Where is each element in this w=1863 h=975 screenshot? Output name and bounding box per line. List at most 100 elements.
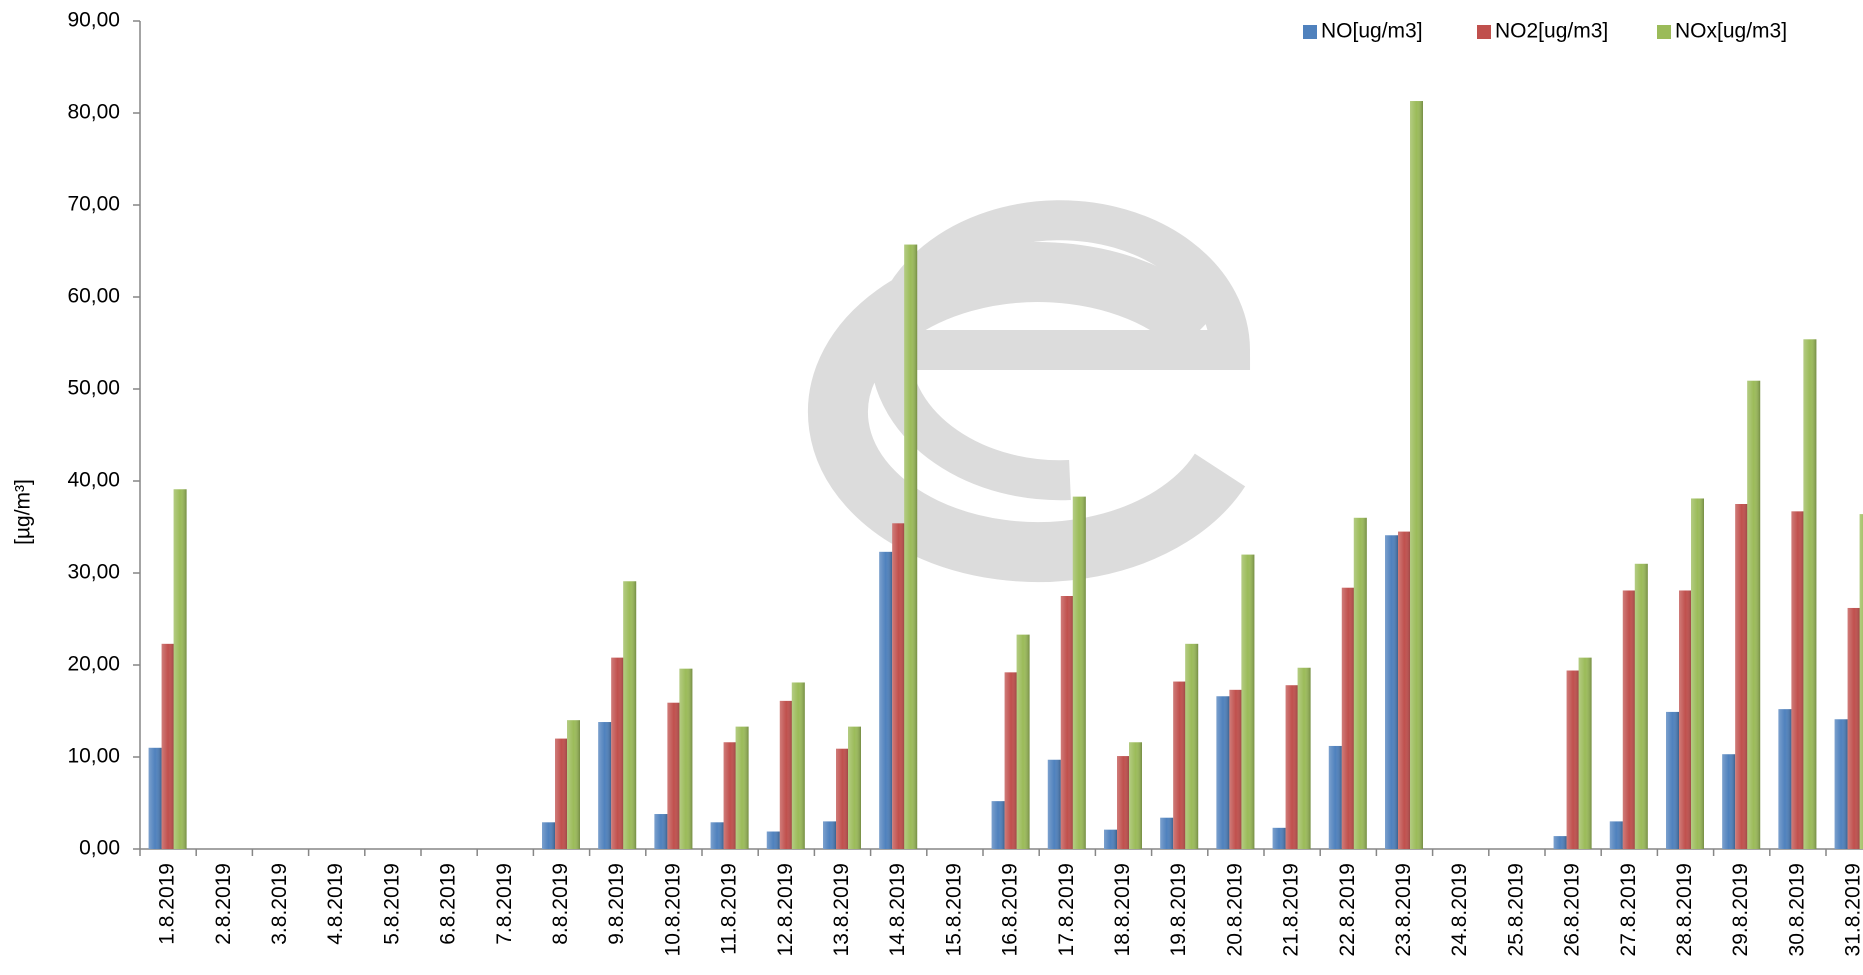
bar-group: [161, 643, 175, 849]
x-tick-label: 24.8.2019: [1448, 863, 1471, 956]
bar-group: [654, 814, 668, 849]
bar-group: [991, 801, 1005, 849]
bar-group: [1297, 667, 1311, 849]
bar-group: [667, 702, 681, 849]
bar-group: [1803, 339, 1817, 849]
bar-shade: [679, 668, 693, 849]
y-tick-label: 20,00: [67, 653, 120, 676]
legend-swatch: [1303, 25, 1317, 39]
bar-group: [1691, 498, 1704, 849]
x-tick-label: 5.8.2019: [380, 863, 403, 945]
x-tick-label: 20.8.2019: [1223, 863, 1246, 956]
bar-group: [1117, 756, 1130, 849]
bar-group: [148, 747, 162, 849]
x-tick-label: 23.8.2019: [1392, 863, 1415, 956]
legend-swatch: [1657, 25, 1671, 39]
bar-shade: [879, 551, 893, 849]
bar-shade: [1272, 827, 1286, 849]
x-tick-label: 25.8.2019: [1504, 863, 1527, 956]
x-tick-label: 3.8.2019: [268, 863, 291, 945]
x-tick-label: 12.8.2019: [774, 863, 797, 956]
bar-shade: [1622, 590, 1636, 849]
x-tick-label: 30.8.2019: [1785, 863, 1808, 956]
bar-shade: [1722, 754, 1736, 849]
bar-shade: [1691, 498, 1704, 849]
bar-shade: [1173, 681, 1187, 849]
bar-group: [1834, 719, 1848, 849]
x-tick-label: 21.8.2019: [1280, 863, 1303, 956]
bar-group: [1272, 827, 1286, 849]
x-tick-label: 18.8.2019: [1111, 863, 1134, 956]
bar-group: [1735, 504, 1749, 849]
bar-group: [1634, 563, 1648, 849]
bar-shade: [654, 814, 668, 849]
bar-group: [1847, 607, 1861, 849]
bar-shade: [1185, 643, 1199, 849]
bar-group: [766, 831, 780, 849]
legend-label: NOx[ug/m3]: [1675, 20, 1787, 43]
bar-group: [611, 657, 625, 849]
x-tick-label: 29.8.2019: [1729, 863, 1752, 956]
bar-shade: [1398, 531, 1411, 849]
bar-group: [1229, 689, 1243, 849]
bar-shade: [1072, 496, 1086, 849]
bar-shade: [1328, 745, 1342, 849]
y-tick-label: 70,00: [67, 193, 120, 216]
bar-group: [1566, 670, 1580, 849]
legend-swatch: [1477, 25, 1491, 39]
bar-shade: [567, 720, 580, 849]
x-tick-label: 6.8.2019: [437, 863, 460, 945]
bar-group: [1216, 696, 1230, 849]
bar-group: [598, 722, 612, 849]
bar-group: [623, 581, 637, 849]
bar-shade: [1297, 667, 1311, 849]
bar-shade: [823, 821, 836, 849]
bar-group: [1385, 535, 1398, 849]
y-tick-label: 80,00: [67, 101, 120, 124]
bar-group: [1104, 829, 1117, 849]
bar-group: [542, 822, 555, 849]
x-tick-label: 31.8.2019: [1842, 863, 1863, 956]
bar-shade: [1847, 607, 1861, 849]
bar-shade: [848, 726, 861, 849]
bar-group: [1553, 836, 1567, 849]
bar-shade: [1747, 380, 1761, 849]
bar-shade: [1160, 817, 1174, 849]
bar-shade: [1410, 101, 1423, 850]
bar-shade: [1216, 696, 1230, 849]
bar-shade: [1016, 634, 1030, 849]
x-tick-label: 2.8.2019: [212, 863, 235, 945]
bar-shade: [161, 643, 175, 849]
bar-shade: [1859, 514, 1863, 849]
bar-shade: [1803, 339, 1817, 849]
x-tick-label: 9.8.2019: [605, 863, 628, 945]
bar-shade: [1104, 829, 1117, 849]
bar-group: [836, 748, 849, 849]
bar-group: [1072, 496, 1086, 849]
bar-shade: [623, 581, 637, 849]
bar-shade: [1566, 670, 1580, 849]
x-tick-label: 28.8.2019: [1673, 863, 1696, 956]
bar-group: [1060, 596, 1074, 849]
bar-shade: [1004, 672, 1018, 849]
bar-group: [1778, 709, 1792, 849]
bar-group: [1578, 657, 1592, 849]
bar-shade: [710, 822, 724, 849]
bar-group: [848, 726, 861, 849]
bar-group: [1341, 587, 1355, 849]
bar-group: [555, 738, 568, 849]
bar-group: [1791, 511, 1805, 849]
bar-group: [567, 720, 580, 849]
x-tick-label: 17.8.2019: [1055, 863, 1078, 956]
y-tick-label: 60,00: [67, 285, 120, 308]
bar-shade: [148, 747, 162, 849]
y-tick-label: 30,00: [67, 561, 120, 584]
bar-group: [1747, 380, 1761, 849]
x-tick-label: 4.8.2019: [324, 863, 347, 945]
y-axis-label: [µg/m³]: [12, 479, 35, 545]
x-tick-label: 8.8.2019: [549, 863, 572, 945]
bar-group: [1004, 672, 1018, 849]
bar-shade: [723, 742, 737, 849]
bar-shade: [1285, 685, 1299, 849]
bar-shade: [667, 702, 681, 849]
